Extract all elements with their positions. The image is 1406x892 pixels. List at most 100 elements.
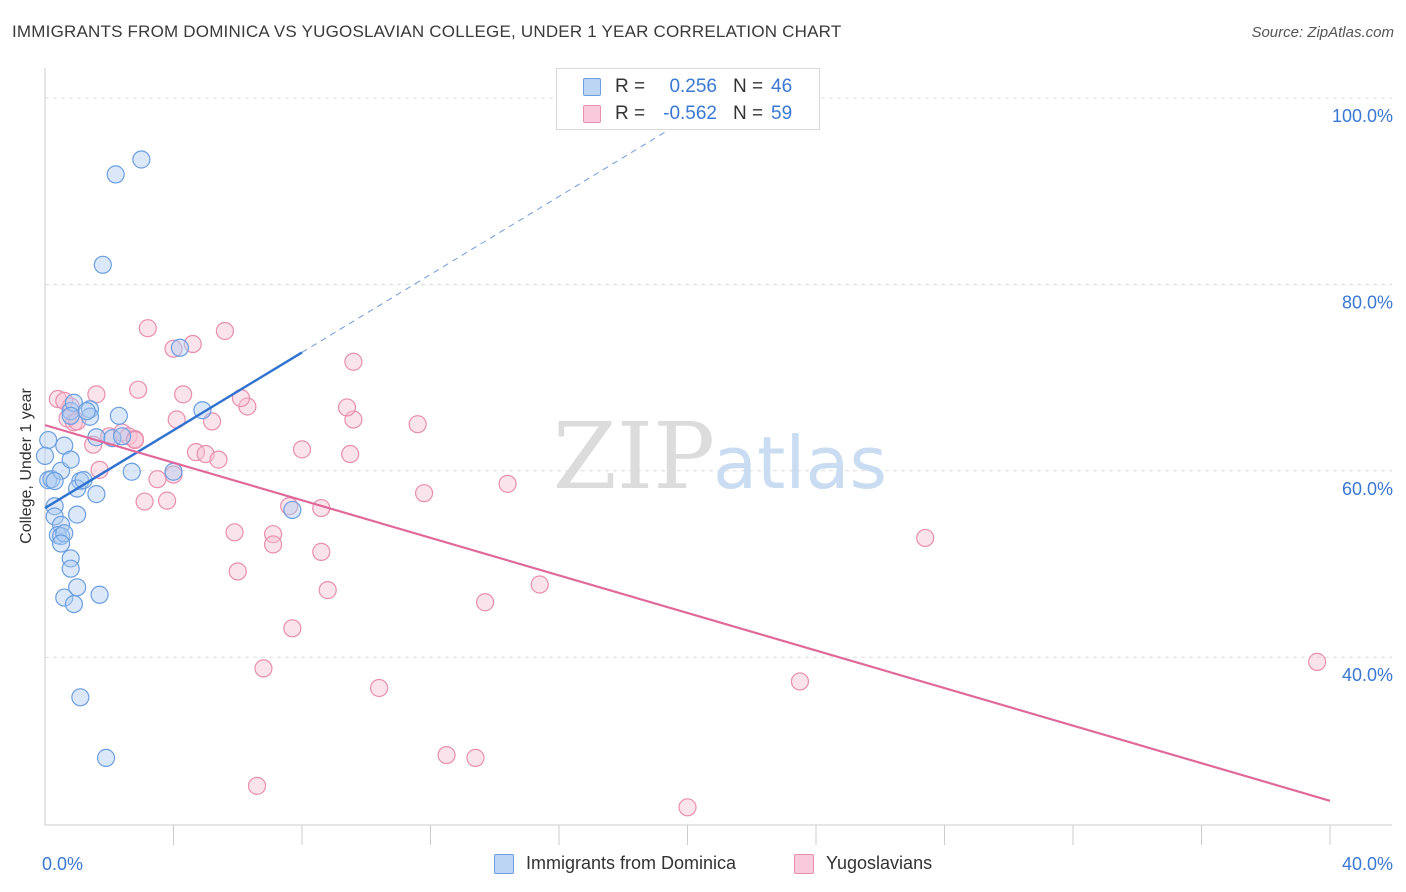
yugoslavians-point bbox=[312, 542, 331, 561]
series-immigrants-from-dominica bbox=[35, 150, 302, 767]
legend-r-label: R = bbox=[615, 76, 646, 97]
dominica-point bbox=[68, 505, 87, 524]
dominica-point bbox=[61, 559, 80, 578]
yugoslavians-point bbox=[678, 798, 697, 817]
legend-n-label: N = bbox=[733, 76, 764, 97]
yugoslavians-point bbox=[292, 440, 312, 459]
dominica-point bbox=[112, 427, 132, 446]
legend-r-label: R = bbox=[615, 103, 646, 124]
dominica-point bbox=[87, 485, 106, 504]
bottom-legend-swatch-pink bbox=[794, 854, 814, 874]
dominica-point bbox=[45, 471, 64, 491]
yugoslavians-point bbox=[263, 525, 283, 544]
yugoslavians-point bbox=[344, 352, 363, 371]
tick-labels: 100.0% 80.0% 60.0% 40.0% 0.0% 40.0% bbox=[42, 106, 1393, 874]
dominica-point bbox=[61, 549, 80, 568]
yugoslavians-point bbox=[370, 678, 389, 698]
yugoslavians-point bbox=[209, 450, 228, 469]
legend-r-value: -0.562 bbox=[663, 103, 717, 124]
y-tick-label: 60.0% bbox=[1342, 479, 1393, 499]
y-tick-label: 100.0% bbox=[1332, 106, 1393, 126]
yugoslavians-point bbox=[790, 672, 810, 691]
dominica-point bbox=[80, 400, 100, 419]
yugoslavians-point bbox=[129, 380, 148, 399]
yugoslavians-point bbox=[341, 444, 360, 464]
dominica-point bbox=[64, 594, 84, 614]
dominica-point bbox=[77, 402, 96, 421]
yugoslavians-point bbox=[174, 385, 193, 404]
dominica-point bbox=[80, 407, 100, 426]
dominica-point bbox=[35, 446, 55, 465]
dominica-point bbox=[283, 500, 302, 520]
legend-row-yugoslavians: R = -0.562 N = 59 bbox=[557, 102, 819, 128]
yugoslavians-point bbox=[148, 470, 167, 489]
yugoslavians-point bbox=[164, 339, 183, 358]
dominica-point bbox=[132, 150, 151, 169]
dominica-point bbox=[164, 462, 183, 481]
x-tick-label: 0.0% bbox=[42, 854, 83, 874]
dominica-point bbox=[87, 428, 106, 447]
dominica-point bbox=[55, 588, 74, 607]
yugoslavians-point bbox=[228, 562, 247, 581]
yugoslavians-point bbox=[263, 535, 283, 554]
dominica-point bbox=[90, 585, 109, 604]
dominica-point bbox=[61, 450, 80, 469]
yugoslavians-point bbox=[247, 776, 267, 795]
y-tick-label: 80.0% bbox=[1342, 292, 1393, 312]
yugoslavians-point bbox=[337, 398, 357, 417]
trend-lines bbox=[44, 118, 1331, 802]
dominica-point bbox=[55, 524, 74, 543]
watermark-atlas: atlas bbox=[713, 421, 887, 505]
y-axis-label: College, Under 1 year bbox=[18, 388, 35, 544]
watermark: ZIP atlas bbox=[553, 403, 887, 510]
yugoslavians-point bbox=[215, 321, 234, 341]
yugoslavians-point bbox=[254, 659, 273, 678]
dominica-point bbox=[93, 255, 112, 274]
dominica-point bbox=[170, 338, 190, 357]
y-tick-label: 40.0% bbox=[1342, 665, 1393, 685]
dominica-point bbox=[109, 406, 128, 425]
dominica-point bbox=[96, 748, 116, 767]
yugoslavians-point bbox=[476, 593, 495, 612]
legend-n-value: 46 bbox=[771, 76, 793, 97]
legend-n-label: N = bbox=[733, 103, 764, 124]
dominica-point bbox=[51, 526, 71, 546]
bottom-legend-swatch-blue bbox=[494, 854, 514, 874]
yugoslavians-point bbox=[408, 415, 427, 434]
yugoslavians-point bbox=[916, 528, 935, 548]
dominica-point bbox=[71, 688, 90, 707]
dominica-trend-extension bbox=[301, 118, 688, 353]
yugoslavians-point bbox=[318, 581, 337, 600]
dominica-point bbox=[39, 430, 58, 450]
yugoslavians-point bbox=[498, 474, 517, 493]
axes bbox=[44, 68, 1392, 845]
legend-row-dominica: R = 0.256 N = 46 bbox=[557, 75, 819, 101]
yugoslavians-point bbox=[437, 745, 456, 765]
dominica-point bbox=[61, 406, 80, 425]
chart-title: IMMIGRANTS FROM DOMINICA VS YUGOSLAVIAN … bbox=[12, 22, 842, 41]
yugoslavians-point bbox=[530, 575, 549, 594]
grid-lines bbox=[45, 97, 1392, 658]
x-tick-label: 40.0% bbox=[1342, 854, 1393, 874]
yugoslavians-point bbox=[283, 619, 302, 638]
yugoslavians-point bbox=[225, 523, 244, 542]
correlation-legend: R = 0.256 N = 46 R = -0.562 N = 59 bbox=[556, 68, 820, 130]
yugoslavians-point bbox=[135, 492, 154, 511]
source-label: Source: ZipAtlas.com bbox=[1251, 24, 1394, 41]
dominica-point bbox=[51, 534, 71, 553]
yugoslavians-point bbox=[466, 748, 485, 767]
yugoslavians-point bbox=[157, 491, 177, 510]
legend-swatch-blue bbox=[583, 78, 601, 96]
series-yugoslavians bbox=[48, 319, 1327, 817]
bottom-legend-label: Yugoslavians bbox=[826, 853, 933, 873]
watermark-zip: ZIP bbox=[553, 403, 715, 510]
bottom-legend-label: Immigrants from Dominica bbox=[526, 853, 737, 873]
legend-n-value: 59 bbox=[771, 103, 793, 124]
legend-r-value: 0.256 bbox=[669, 76, 717, 97]
dominica-trend-line bbox=[44, 351, 303, 510]
dominica-point bbox=[122, 462, 141, 481]
yugoslavians-point bbox=[138, 319, 157, 338]
legend-swatch-pink bbox=[583, 105, 601, 123]
yugoslavians-point bbox=[414, 484, 434, 503]
